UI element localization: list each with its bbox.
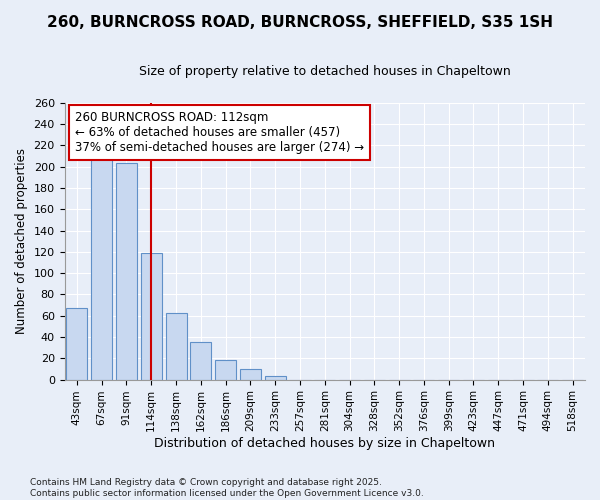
Text: 260 BURNCROSS ROAD: 112sqm
← 63% of detached houses are smaller (457)
37% of sem: 260 BURNCROSS ROAD: 112sqm ← 63% of deta… — [75, 111, 364, 154]
Text: Contains HM Land Registry data © Crown copyright and database right 2025.
Contai: Contains HM Land Registry data © Crown c… — [30, 478, 424, 498]
Bar — [141, 253, 162, 380]
Bar — [190, 342, 211, 380]
Bar — [265, 376, 286, 380]
Bar — [166, 312, 187, 380]
Y-axis label: Number of detached properties: Number of detached properties — [15, 148, 28, 334]
Bar — [240, 369, 261, 380]
Text: 260, BURNCROSS ROAD, BURNCROSS, SHEFFIELD, S35 1SH: 260, BURNCROSS ROAD, BURNCROSS, SHEFFIEL… — [47, 15, 553, 30]
Bar — [215, 360, 236, 380]
X-axis label: Distribution of detached houses by size in Chapeltown: Distribution of detached houses by size … — [154, 437, 495, 450]
Bar — [116, 164, 137, 380]
Bar — [67, 308, 88, 380]
Title: Size of property relative to detached houses in Chapeltown: Size of property relative to detached ho… — [139, 65, 511, 78]
Bar — [91, 158, 112, 380]
